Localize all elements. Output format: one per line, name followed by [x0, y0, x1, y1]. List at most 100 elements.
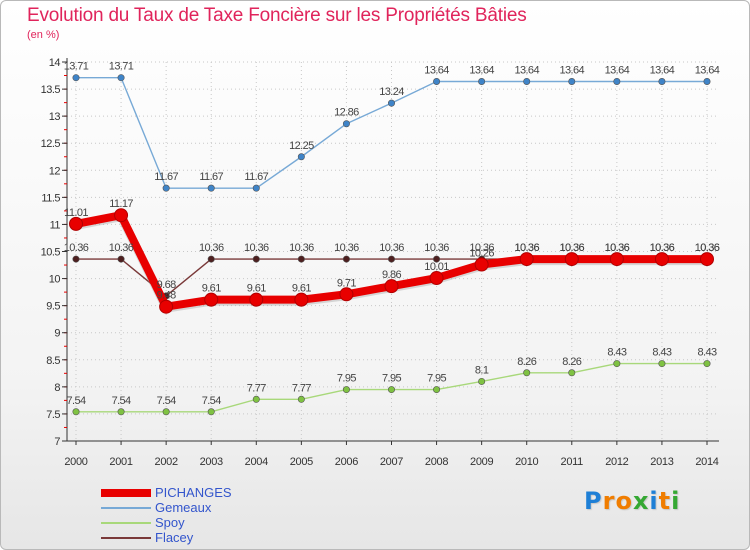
x-tick-label: 2007: [380, 456, 403, 468]
series-gemeaux-point: [568, 77, 576, 85]
y-tick-label: 14: [49, 57, 61, 69]
series-gemeaux-data-label: 13.64: [424, 64, 449, 76]
series-spoy-data-label: 7.54: [66, 395, 85, 407]
series-pichanges-data-label: 11.01: [64, 207, 88, 219]
series-spoy-point: [252, 395, 260, 403]
series-pichanges-data-label: 9.71: [337, 277, 356, 289]
series-flacey-data-label: 10.36: [469, 242, 494, 254]
series-pichanges-point: [69, 216, 83, 231]
series-spoy-data-label: 7.54: [202, 395, 221, 407]
series-pichanges-data-label: 9.86: [382, 269, 401, 281]
logo-letter: i: [671, 487, 681, 515]
y-tick-label: 12.5: [41, 138, 61, 150]
series-flacey-point: [207, 255, 215, 263]
series-flacey-point: [252, 255, 260, 263]
series-spoy-data-label: 7.54: [112, 395, 131, 407]
logo-letter: x: [632, 487, 650, 515]
x-tick-label: 2008: [425, 456, 448, 468]
series-gemeaux-data-label: 13.64: [469, 64, 494, 76]
chart-title: Evolution du Taux de Taxe Foncière sur l…: [27, 5, 527, 26]
series-gemeaux-point: [162, 184, 170, 192]
series-gemeaux-point: [523, 77, 531, 85]
y-tick-label: 11.5: [41, 192, 60, 204]
y-tick-label: 10: [49, 274, 61, 286]
series-flacey-data-label: 10.36: [109, 242, 134, 254]
series-flacey-data-label: 10.36: [334, 242, 359, 254]
logo-letter: P: [584, 487, 603, 515]
series-gemeaux-point: [207, 184, 215, 192]
series-gemeaux-point: [342, 120, 350, 128]
series-spoy-data-label: 8.43: [697, 347, 716, 359]
series-spoy-data-label: 8.43: [652, 347, 671, 359]
series-gemeaux-point: [658, 77, 666, 85]
series-gemeaux-point: [703, 77, 711, 85]
series-gemeaux-data-label: 13.64: [560, 64, 585, 76]
legend-item-pichanges: PICHANGES: [101, 485, 232, 500]
series-gemeaux-data-label: 13.71: [109, 61, 134, 73]
x-tick-label: 2004: [245, 456, 268, 468]
series-flacey-data-label: 10.36: [560, 242, 585, 254]
series-gemeaux-data-label: 11.67: [154, 171, 178, 183]
series-pichanges-data-label: 10.36: [514, 242, 539, 254]
series-gemeaux-point: [252, 184, 260, 192]
series-flacey-data-label: 10.36: [289, 242, 314, 254]
series-pichanges-point: [519, 252, 534, 267]
y-tick-label: 9.5: [46, 301, 60, 313]
series-pichanges-data-label: 9.61: [247, 283, 266, 295]
series-spoy-data-label: 7.95: [337, 373, 356, 385]
series-flacey-point: [297, 255, 305, 263]
series-flacey-data-label: 10.36: [424, 242, 449, 254]
logo-letter: t: [658, 487, 672, 515]
series-pichanges-point: [609, 252, 624, 267]
legend-swatch: [101, 536, 151, 539]
series-flacey-data-label: 10.36: [650, 242, 675, 254]
x-tick-label: 2009: [470, 456, 493, 468]
series-pichanges-point: [114, 208, 129, 223]
series-spoy-point: [658, 360, 666, 368]
series-flacey-data-label: 10.36: [695, 242, 720, 254]
series-spoy-point: [523, 369, 531, 377]
series-gemeaux-data-label: 11.67: [244, 171, 268, 183]
series-pichanges-point: [474, 257, 489, 272]
series-flacey-data-label: 10.36: [605, 242, 630, 254]
series-gemeaux-data-label: 11.67: [199, 171, 223, 183]
series-pichanges-point: [429, 271, 444, 286]
y-tick-label: 10.5: [41, 247, 61, 259]
series-gemeaux-data-label: 13.64: [695, 64, 720, 76]
x-tick-label: 2003: [200, 456, 223, 468]
series-spoy-data-label: 7.95: [382, 373, 401, 385]
series-gemeaux-data-label: 12.86: [334, 107, 359, 119]
series-spoy-data-label: 8.26: [562, 356, 581, 368]
series-gemeaux-point: [387, 99, 395, 107]
series-spoy-data-label: 7.77: [292, 382, 311, 394]
series-gemeaux-point: [478, 77, 486, 85]
y-tick-label: 7.5: [46, 409, 60, 421]
series-pichanges-data-label: 10.01: [424, 261, 449, 273]
series-spoy-data-label: 8.1: [475, 364, 489, 376]
series-spoy-point: [613, 360, 621, 368]
series-pichanges-point: [159, 299, 174, 314]
series-pichanges-data-label: 9.61: [292, 283, 311, 295]
y-tick-label: 8: [54, 382, 60, 394]
legend-swatch: [101, 506, 151, 509]
series-pichanges-data-label: 9.48: [157, 290, 176, 302]
series-spoy-point: [703, 360, 711, 368]
legend-label: Gemeaux: [155, 500, 212, 515]
legend-label: PICHANGES: [155, 485, 232, 500]
x-tick-label: 2001: [109, 456, 132, 468]
y-tick-label: 13: [49, 111, 61, 123]
series-flacey-data-label: 10.36: [514, 242, 539, 254]
legend-label: Flacey: [155, 530, 194, 545]
series-spoy-point: [478, 377, 486, 385]
series-spoy-data-label: 7.95: [427, 373, 446, 385]
series-gemeaux-data-label: 13.71: [64, 61, 89, 73]
series-spoy-point: [433, 386, 441, 394]
unit-label: (en %): [27, 29, 60, 41]
series-flacey-point: [433, 255, 441, 263]
series-gemeaux-point: [117, 74, 125, 82]
series-spoy-data-label: 8.43: [607, 347, 626, 359]
series-spoy-point: [297, 395, 305, 403]
series-flacey-point: [117, 255, 125, 263]
